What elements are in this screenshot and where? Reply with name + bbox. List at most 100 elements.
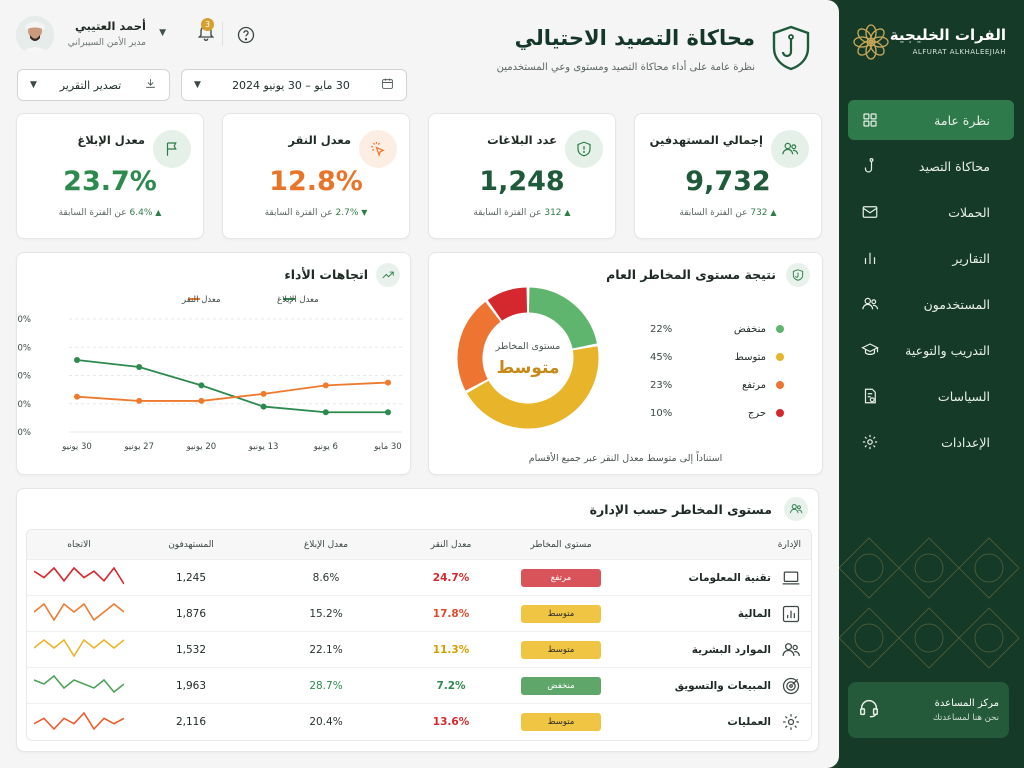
donut-center-value: متوسط [496,358,560,378]
trend-sparkline [33,711,125,730]
risk-note: استناداً إلى متوسط معدل النقر عبر جميع ا… [528,453,723,464]
targets-count: 1,532 [175,643,207,656]
user-menu[interactable]: أحمد العتيبي مدير الأمن السيبراني ▼ [16,14,176,58]
table-row[interactable]: الموارد البشرية متوسط 11.3% 22.1% 1,532 [27,632,811,668]
chevron-down-icon[interactable]: ▼ [159,28,166,38]
date-range-picker[interactable]: 30 مايو – 30 يونيو 2024 ▼ [181,69,407,101]
sparkline-path [33,711,125,730]
avatar[interactable] [16,16,54,54]
col-trend: الاتجاه [67,539,91,550]
risk-badge: متوسط [521,640,601,659]
risk-badge: منخفض [521,676,601,695]
brand-name-en: ALFURAT ALKHALEEJIAH [912,48,1006,56]
risk-donut-chart: مستوى المخاطر متوسط [453,283,603,433]
trend-sparkline [33,638,125,658]
performance-line-chart: 0% 10% 20% 30% 40% 30 مايو 6 يونيو 13 يونيو 20 ي… [17,295,402,452]
legend-dot [776,325,784,333]
shield-hook-icon [769,24,813,72]
kpi-card-reports: عدد البلاغات 1,248 ▲ 312 عن الفترة الساب… [428,113,616,239]
graduation-cap-icon [860,340,880,360]
sidebar-item-reports[interactable]: التقارير [848,238,1014,278]
kpi-value: 9,732 [685,166,771,197]
sidebar-item-policies[interactable]: السياسات [848,376,1014,416]
click-rate: 11.3% [432,643,470,656]
x-tick-label: 6 يونيو [313,442,338,452]
grid-icon [860,110,880,130]
user-name: أحمد العتيبي [74,19,146,33]
risk-badge: متوسط [521,604,601,623]
kpi-title: معدل النقر [288,133,351,147]
download-icon [144,77,157,93]
date-range-value: 30 مايو – 30 يونيو 2024 [232,78,350,92]
y-tick-label: 10% [17,400,31,410]
kpi-value: 12.8% [269,166,363,197]
help-subtitle: نحن هنا لمساعدتك [932,712,999,723]
notifications-button[interactable]: 3 [190,18,216,48]
headset-icon [858,697,880,723]
table-row[interactable]: تقنية المعلومات مرتفع 24.7% 8.6% 1,245 [27,560,811,596]
arrow-up-icon: ▲ [155,208,162,217]
chevron-down-icon[interactable]: ▼ [30,80,37,90]
flag-icon [153,130,191,168]
sidebar-item-phishing-sim[interactable]: محاكاة التصيد [848,146,1014,186]
sidebar-item-training[interactable]: التدريب والتوعية [848,330,1014,370]
data-point [260,390,267,397]
department-name: العمليات [727,716,771,728]
data-point [74,356,80,363]
department-table: الإدارة مستوى المخاطر معدل النقر معدل ال… [26,529,812,741]
sidebar: الفرات الخليجية ALFURAT ALKHALEEJIAH [839,0,1024,768]
x-tick-label: 30 مايو [373,442,401,452]
data-point [385,409,391,416]
laptop-icon [781,568,801,588]
sparkline-path [33,638,125,658]
finance-chart-icon [781,604,801,624]
col-risk: مستوى المخاطر [530,539,592,550]
gear-icon [860,432,880,452]
kpi-value: 1,248 [479,166,565,197]
kpi-title: إجمالي المستهدفين [649,133,763,147]
trend-sparkline [33,602,125,622]
click-rate: 24.7% [432,571,470,584]
sidebar-item-users[interactable]: المستخدمون [848,284,1014,324]
divider [222,22,223,46]
help-icon[interactable] [236,25,256,45]
export-report-button[interactable]: تصدير التقرير ▼ [17,69,170,101]
legend-item: مرتفع 23% [626,371,784,399]
decorative-pattern [839,537,1020,669]
data-point [322,409,329,416]
hook-icon [860,156,880,176]
table-row[interactable]: المبيعات والتسويق منخفض 7.2% 28.7% 1,963 [27,668,811,704]
policy-doc-icon [860,386,880,406]
donut-slice [528,287,597,350]
legend-item: حرج 10% [626,399,784,427]
trend-sparkline [33,566,125,585]
sidebar-nav: نظرة عامة محاكاة التصيد الحملات التقارير… [848,100,1014,468]
brand-name-ar: الفرات الخليجية [889,26,1006,44]
col-report-rate: معدل الإبلاغ [303,539,349,550]
arrow-up-icon: ▲ [770,208,777,217]
department-name: الموارد البشرية [691,643,771,656]
help-title: مركز المساعدة [934,697,999,709]
users-icon [860,294,880,314]
data-point [136,397,143,404]
users-icon [781,640,801,660]
legend-item: منخفض 22% [626,315,784,343]
risk-card-title: نتيجة مستوى المخاطر العام [606,267,776,282]
click-rate: 7.2% [436,679,466,692]
brand-logo-icon [851,22,891,62]
sidebar-item-label: الحملات [948,204,990,220]
shield-hook-icon [786,263,810,287]
cursor-click-icon [359,130,397,168]
donut-slice [466,346,599,429]
report-rate: 28.7% [309,679,343,692]
table-row[interactable]: العمليات متوسط 13.6% 20.4% 2,116 [27,704,811,740]
department-name: تقنية المعلومات [688,571,771,584]
table-row[interactable]: المالية متوسط 17.8% 15.2% 1,876 [27,596,811,632]
sidebar-item-overview[interactable]: نظرة عامة [848,100,1014,140]
kpi-title: معدل الإبلاغ [77,133,145,147]
risk-score-card: نتيجة مستوى المخاطر العام مستوى المخاطر … [428,252,823,475]
sidebar-item-campaigns[interactable]: الحملات [848,192,1014,232]
help-center-button[interactable]: مركز المساعدة نحن هنا لمساعدتك [848,682,1009,738]
sidebar-item-settings[interactable]: الإعدادات [848,422,1014,462]
page-header: محاكاة التصيد الاحتيالي نظرة عامة على أد… [433,20,813,80]
